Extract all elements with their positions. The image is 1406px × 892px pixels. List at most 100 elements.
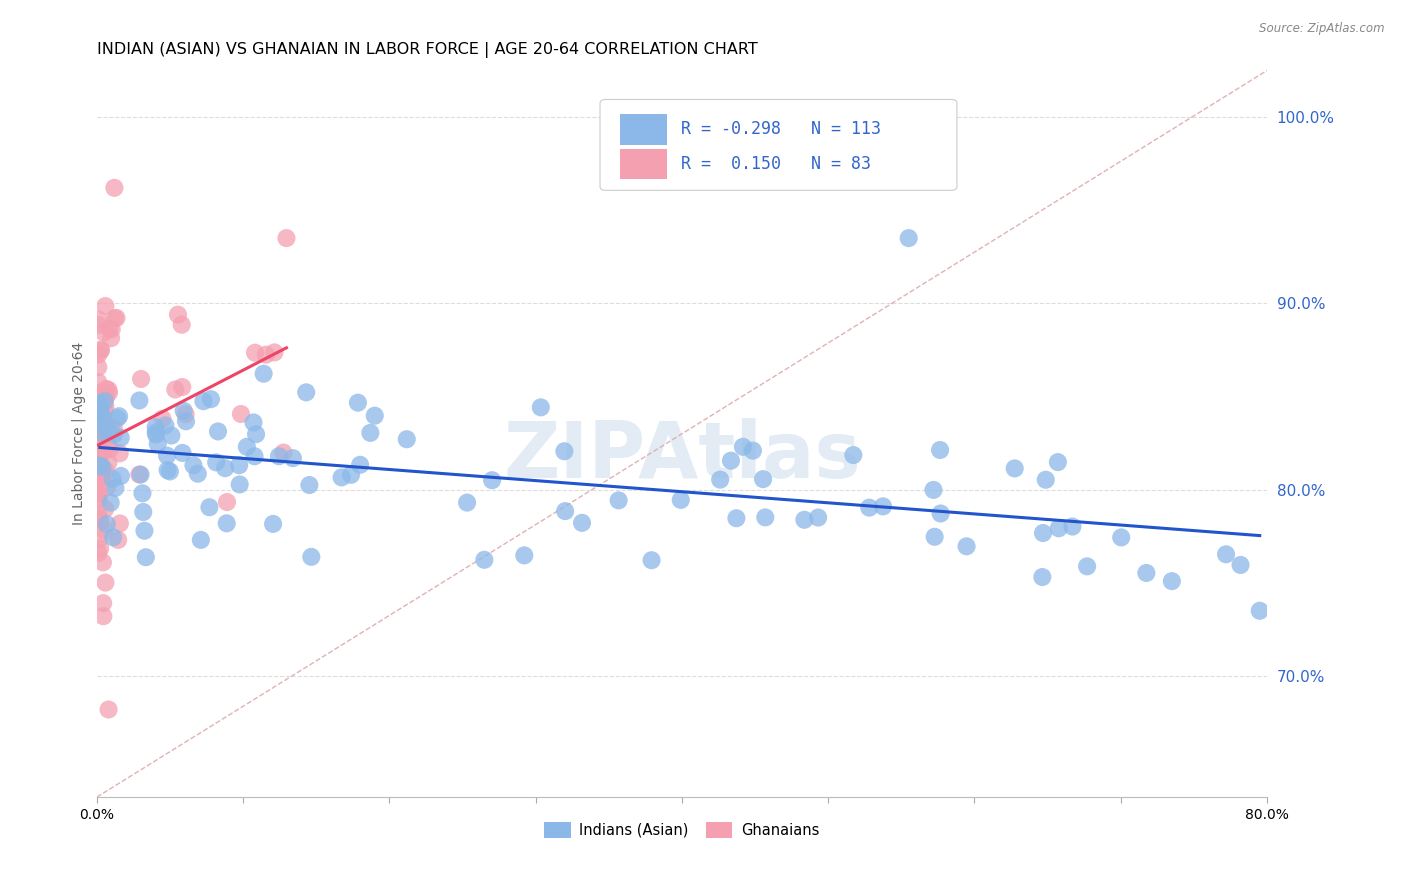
Point bbox=[1032, 526, 1054, 541]
Point bbox=[1160, 574, 1182, 589]
Point bbox=[90, 343, 112, 358]
Point bbox=[364, 409, 387, 423]
Point bbox=[190, 533, 212, 547]
Point bbox=[200, 392, 222, 407]
Point bbox=[87, 438, 110, 452]
Point bbox=[243, 345, 266, 359]
Point bbox=[330, 470, 353, 484]
Point bbox=[110, 431, 132, 445]
Point bbox=[472, 553, 495, 567]
Point bbox=[295, 385, 318, 400]
Point bbox=[89, 425, 111, 440]
Point bbox=[104, 481, 127, 495]
Point bbox=[87, 420, 110, 434]
Point bbox=[98, 385, 121, 400]
Point bbox=[87, 485, 110, 500]
Point bbox=[793, 513, 815, 527]
Point bbox=[87, 318, 110, 332]
Point bbox=[340, 467, 363, 482]
Point bbox=[156, 449, 179, 463]
Point bbox=[456, 495, 478, 509]
Point bbox=[1004, 461, 1026, 475]
Point bbox=[929, 507, 952, 521]
Point bbox=[1215, 547, 1237, 561]
Point bbox=[513, 549, 536, 563]
Point bbox=[91, 425, 114, 440]
Point bbox=[90, 343, 112, 357]
Point bbox=[135, 550, 157, 565]
Point bbox=[96, 517, 118, 532]
Point bbox=[298, 478, 321, 492]
Point bbox=[807, 510, 830, 524]
Text: INDIAN (ASIAN) VS GHANAIAN IN LABOR FORCE | AGE 20-64 CORRELATION CHART: INDIAN (ASIAN) VS GHANAIAN IN LABOR FORC… bbox=[97, 42, 758, 58]
Point bbox=[229, 407, 252, 421]
Point bbox=[89, 403, 111, 417]
Point bbox=[96, 480, 118, 494]
Point bbox=[87, 491, 110, 506]
Point bbox=[276, 231, 298, 245]
Point bbox=[101, 472, 124, 486]
Point bbox=[273, 445, 295, 459]
Point bbox=[97, 437, 120, 451]
Point bbox=[228, 477, 250, 491]
Point bbox=[87, 312, 110, 326]
Text: R = -0.298   N = 113: R = -0.298 N = 113 bbox=[681, 120, 880, 138]
Point bbox=[87, 393, 110, 408]
Point bbox=[347, 395, 370, 409]
Point bbox=[173, 404, 195, 418]
Point bbox=[131, 486, 153, 500]
Point bbox=[174, 407, 197, 421]
Point bbox=[193, 394, 215, 409]
Point bbox=[842, 448, 865, 462]
Point bbox=[89, 398, 111, 412]
Point bbox=[87, 442, 110, 456]
Point bbox=[101, 530, 124, 544]
Point bbox=[236, 440, 259, 454]
Point bbox=[90, 472, 112, 486]
Point bbox=[89, 405, 111, 419]
Point bbox=[955, 539, 977, 553]
Point bbox=[93, 417, 115, 432]
Point bbox=[91, 465, 114, 479]
Point bbox=[170, 318, 193, 332]
Point bbox=[481, 473, 503, 487]
Point bbox=[98, 442, 121, 457]
Point bbox=[215, 495, 238, 509]
Point bbox=[1031, 570, 1053, 584]
Point bbox=[741, 443, 763, 458]
Point bbox=[1249, 604, 1271, 618]
Point bbox=[108, 446, 131, 460]
Text: R =  0.150   N = 83: R = 0.150 N = 83 bbox=[681, 155, 870, 173]
Point bbox=[669, 492, 692, 507]
Point bbox=[91, 444, 114, 458]
Point bbox=[395, 432, 418, 446]
Point bbox=[87, 511, 110, 525]
Point bbox=[87, 533, 110, 547]
Point bbox=[87, 461, 110, 475]
Point bbox=[91, 459, 114, 474]
Point bbox=[108, 409, 131, 424]
Point bbox=[87, 508, 110, 522]
Point bbox=[929, 442, 952, 457]
Point bbox=[228, 458, 250, 473]
Point bbox=[132, 505, 155, 519]
Point bbox=[87, 375, 110, 389]
Point bbox=[94, 501, 117, 516]
Point bbox=[93, 326, 115, 340]
Point bbox=[87, 431, 110, 445]
Point bbox=[183, 458, 205, 473]
Point bbox=[89, 447, 111, 461]
Point bbox=[129, 372, 152, 386]
Point bbox=[187, 467, 209, 481]
Point bbox=[87, 347, 110, 361]
Point bbox=[97, 456, 120, 470]
Point bbox=[263, 345, 285, 359]
Point bbox=[155, 418, 177, 433]
Point bbox=[128, 467, 150, 482]
Point bbox=[100, 496, 122, 510]
Point bbox=[922, 483, 945, 497]
Point bbox=[103, 181, 125, 195]
Point bbox=[160, 428, 183, 442]
Point bbox=[103, 427, 125, 442]
Point bbox=[243, 450, 266, 464]
